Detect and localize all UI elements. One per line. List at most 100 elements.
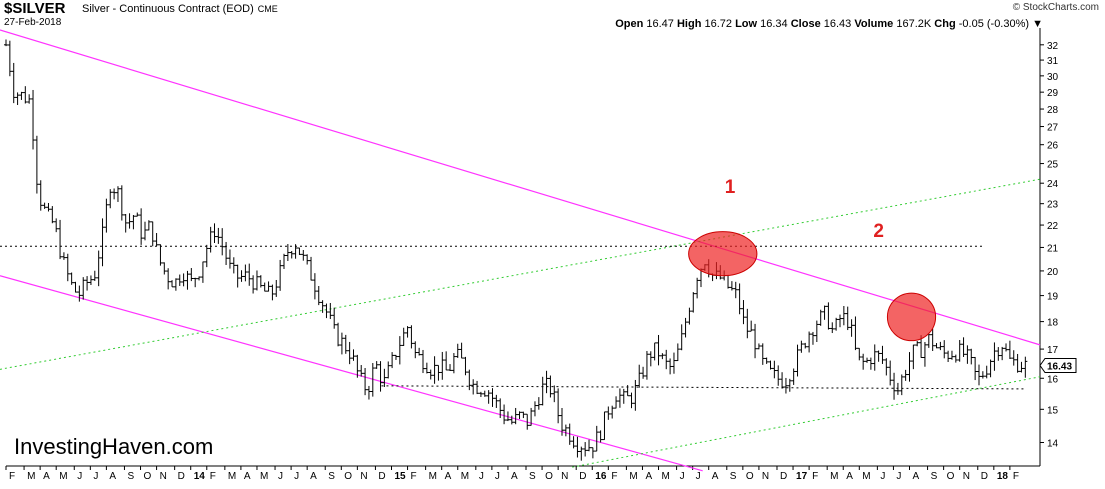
highlight-ellipse (886, 292, 937, 342)
time-tick-label: N (360, 471, 367, 482)
time-tick-label: F (812, 471, 818, 482)
price-tick-label: 22 (1047, 221, 1059, 232)
price-tick-label: 23 (1047, 200, 1059, 211)
time-tick-label: J (680, 471, 685, 482)
price-tick-label: 17 (1047, 345, 1059, 356)
time-tick-label: A (109, 471, 116, 482)
quote-summary: Open 16.47 High 16.72 Low 16.34 Close 16… (615, 18, 1043, 30)
high-value: 16.72 (704, 18, 733, 30)
time-tick-label: S (328, 471, 335, 482)
price-tick-label: 24 (1047, 179, 1059, 190)
time-tick-label: D (378, 471, 385, 482)
price-tick-label: 25 (1047, 160, 1059, 171)
time-tick-label: S (730, 471, 737, 482)
last-price-label: 16.43 (1047, 362, 1072, 373)
time-tick-label: J (880, 471, 885, 482)
time-tick-label: J (93, 471, 98, 482)
time-tick-label: J (77, 471, 82, 482)
time-tick-label: A (445, 471, 452, 482)
time-tick-label: M (228, 471, 236, 482)
time-tick-label: M (260, 471, 268, 482)
price-tick-label: 30 (1047, 72, 1059, 83)
time-tick-label: A (846, 471, 853, 482)
price-tick-label: 16 (1047, 374, 1059, 385)
time-tick-label: M (461, 471, 469, 482)
time-tick-label: N (963, 471, 970, 482)
low-label: Low (735, 18, 758, 30)
annotation-label-1: 1 (725, 177, 736, 198)
trend-line (572, 376, 1041, 468)
chg-value: -0.05 (-0.30%) (958, 18, 1030, 30)
open-label: Open (615, 18, 644, 30)
time-tick-label: A (712, 471, 719, 482)
description-text: Silver - Continuous Contract (EOD) (82, 3, 254, 15)
price-tick-label: 20 (1047, 267, 1059, 278)
time-tick-label: N (561, 471, 568, 482)
time-tick-label: D (178, 471, 185, 482)
trend-line (0, 275, 703, 472)
time-tick-label: O (545, 471, 553, 482)
close-value: 16.43 (823, 18, 852, 30)
time-tick-label: M (59, 471, 67, 482)
annotation-label-2: 2 (873, 221, 884, 242)
symbol-title: $SILVER (4, 0, 66, 17)
time-tick-label: N (762, 471, 769, 482)
time-tick-label: 16 (595, 471, 607, 482)
time-tick-label: A (244, 471, 251, 482)
chg-down-arrow-icon[interactable]: ▼ (1032, 18, 1043, 30)
price-tick-label: 32 (1047, 41, 1059, 52)
close-label: Close (790, 18, 821, 30)
price-tick-label: 15 (1047, 405, 1059, 416)
time-tick-label: O (144, 471, 152, 482)
time-tick-label: D (579, 471, 586, 482)
time-tick-label: 15 (394, 471, 406, 482)
time-tick-label: A (912, 471, 919, 482)
time-tick-label: M (429, 471, 437, 482)
price-tick-label: 18 (1047, 318, 1059, 329)
price-tick-label: 14 (1047, 439, 1059, 450)
time-tick-label: D (981, 471, 988, 482)
price-tick-label: 21 (1047, 243, 1059, 254)
time-tick-label: J (896, 471, 901, 482)
chg-label: Chg (934, 18, 956, 30)
price-tick-label: 31 (1047, 56, 1059, 67)
open-value: 16.47 (646, 18, 674, 30)
time-tick-label: A (43, 471, 50, 482)
copyright-notice[interactable]: © StockCharts.com (1012, 2, 1099, 13)
time-tick-label: J (495, 471, 500, 482)
time-tick-label: 17 (796, 471, 808, 482)
time-tick-label: D (780, 471, 787, 482)
time-tick-label: 14 (194, 471, 206, 482)
time-tick-label: J (294, 471, 299, 482)
price-tick-label: 28 (1047, 105, 1059, 116)
time-tick-label: A (645, 471, 652, 482)
high-label: High (676, 18, 702, 30)
time-tick-label: S (529, 471, 536, 482)
trend-line (0, 29, 1041, 346)
time-tick-label: A (511, 471, 518, 482)
time-tick-label: O (947, 471, 955, 482)
time-tick-label: A (310, 471, 317, 482)
time-tick-label: 18 (997, 471, 1009, 482)
last-price-marker (1039, 358, 1077, 374)
chart-date: 27-Feb-2018 (4, 17, 62, 28)
low-value: 16.34 (760, 18, 788, 30)
time-tick-label: J (479, 471, 484, 482)
instrument-description: Silver - Continuous Contract (EOD) CME (82, 3, 278, 15)
time-tick-label: J (696, 471, 701, 482)
time-tick-label: F (611, 471, 617, 482)
time-tick-label: F (9, 471, 15, 482)
volume-label: Volume (854, 18, 894, 30)
price-tick-label: 26 (1047, 141, 1059, 152)
time-tick-label: M (862, 471, 870, 482)
exchange-name: CME (257, 4, 278, 14)
time-tick-label: M (662, 471, 670, 482)
time-tick-label: S (127, 471, 134, 482)
time-tick-label: S (931, 471, 938, 482)
time-tick-label: F (411, 471, 417, 482)
watermark-text: InvestingHaven.com (14, 434, 214, 459)
time-tick-label: M (629, 471, 637, 482)
trend-line (0, 178, 1041, 370)
price-tick-label: 29 (1047, 88, 1059, 99)
